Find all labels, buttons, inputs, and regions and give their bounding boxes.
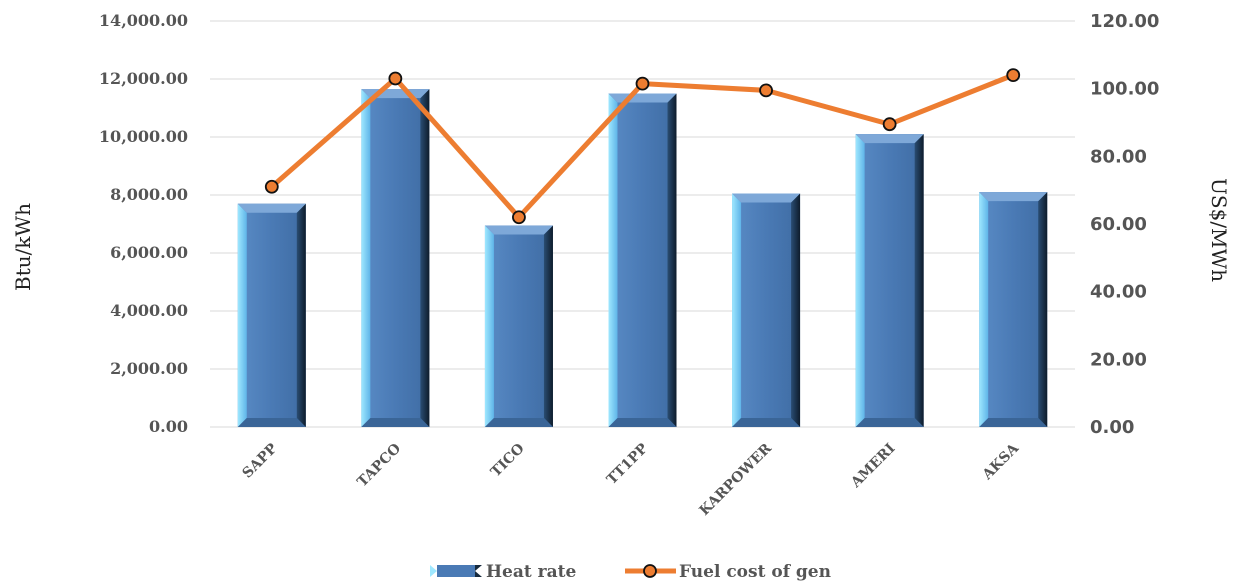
- y2-tick-label: 0.00: [1090, 417, 1134, 438]
- category-label: TT1PP: [604, 440, 652, 488]
- y-tick-label: 0.00: [149, 417, 188, 436]
- bar-right-bevel: [667, 93, 677, 427]
- bar-right-bevel: [420, 89, 430, 428]
- y-tick-label: 6,000.00: [110, 243, 188, 262]
- y2-tick-label: 40.00: [1090, 282, 1147, 303]
- bar-face: [484, 225, 553, 427]
- bar-left-bevel: [608, 93, 618, 427]
- bar-ameri: [855, 134, 924, 427]
- y2-tick-label: 100.00: [1090, 79, 1159, 100]
- left-axis-ticks: 0.00 2,000.00 4,000.00 6,000.00 8,000.00 10,0…: [99, 11, 188, 436]
- category-label: AKSA: [979, 440, 1023, 484]
- category-labels: SAPP TAPCO TICO TT1PP KARPOWER AMERI AKSA: [240, 440, 1023, 519]
- bar-top-bevel: [237, 203, 306, 213]
- y-tick-label: 10,000.00: [99, 127, 188, 146]
- bar-face: [979, 192, 1048, 427]
- bar-right-bevel: [296, 203, 306, 427]
- bar-tapco: [361, 89, 430, 428]
- bar-top-bevel: [855, 134, 924, 144]
- legend-swatch-right: [475, 565, 482, 571]
- category-label: KARPOWER: [697, 440, 776, 519]
- legend-swatch-marker: [643, 564, 657, 578]
- bar-top-bevel: [979, 192, 1048, 202]
- y-tick-label: 12,000.00: [99, 69, 188, 88]
- bar-bottom-bevel: [979, 418, 1048, 427]
- bar-right-bevel: [1038, 192, 1048, 427]
- fuel-cost-point: [388, 71, 403, 86]
- y-tick-label: 2,000.00: [110, 359, 188, 378]
- bar-bottom-bevel: [732, 418, 801, 427]
- y-tick-label: 8,000.00: [110, 185, 188, 204]
- bar-left-bevel: [732, 193, 742, 427]
- legend-item-fuel-cost: Fuel cost of gen: [625, 562, 831, 582]
- bar-left-bevel: [979, 192, 989, 427]
- bar-left-bevel: [361, 89, 371, 428]
- bar-right-bevel: [914, 134, 924, 427]
- bar-tt1pp: [608, 93, 677, 427]
- fuel-cost-point: [882, 117, 897, 132]
- bar-right-bevel: [543, 225, 553, 427]
- legend-swatch-right: [475, 571, 482, 577]
- y-tick-label: 4,000.00: [110, 301, 188, 320]
- y-axis-title: Btu/kWh: [11, 203, 35, 291]
- legend-item-heat-rate: Heat rate: [430, 562, 576, 582]
- y2-tick-label: 20.00: [1090, 349, 1147, 370]
- bar-sapp: [237, 203, 306, 427]
- bar-bottom-bevel: [237, 418, 306, 427]
- fuel-cost-point: [1006, 68, 1021, 83]
- bar-face: [732, 193, 801, 427]
- bar-left-bevel: [237, 203, 247, 427]
- bar-face: [608, 93, 677, 427]
- bar-face: [237, 203, 306, 427]
- legend-label: Heat rate: [486, 562, 576, 582]
- y2-tick-label: 80.00: [1090, 146, 1147, 167]
- bar-right-bevel: [791, 193, 801, 427]
- legend: Heat rate Fuel cost of gen: [430, 562, 831, 582]
- fuel-cost-point: [759, 83, 773, 98]
- bar-top-bevel: [732, 193, 801, 203]
- fuel-cost-point: [512, 210, 526, 225]
- category-label: SAPP: [240, 440, 281, 481]
- bar-top-bevel: [608, 93, 677, 103]
- fuel-cost-point: [264, 179, 279, 194]
- bar-bottom-bevel: [608, 418, 677, 427]
- y2-tick-label: 60.00: [1090, 214, 1147, 235]
- right-axis-ticks: 0.00 20.00 40.00 60.00 80.00 100.00 120.00: [1090, 11, 1159, 438]
- heat-rate-bars: [237, 89, 1048, 428]
- bar-bottom-bevel: [855, 418, 924, 427]
- fuel-cost-line: [264, 68, 1021, 225]
- legend-swatch-left: [430, 565, 437, 577]
- bar-left-bevel: [855, 134, 865, 427]
- bar-karpower: [732, 193, 801, 427]
- bar-bottom-bevel: [484, 418, 553, 427]
- bar-face: [855, 134, 924, 427]
- bar-aksa: [979, 192, 1048, 427]
- category-label: TICO: [488, 441, 528, 481]
- y2-axis-title: US$/MWh: [1207, 178, 1231, 282]
- bar-face: [361, 89, 430, 428]
- legend-label: Fuel cost of gen: [679, 562, 831, 582]
- bar-left-bevel: [484, 225, 494, 427]
- legend-swatch-bar: [437, 565, 475, 577]
- y2-tick-label: 120.00: [1090, 11, 1159, 32]
- category-label: AMERI: [847, 441, 898, 492]
- fuel-cost-point: [635, 76, 650, 91]
- bar-bottom-bevel: [361, 418, 430, 427]
- bar-tico: [484, 225, 553, 427]
- bar-top-bevel: [484, 225, 553, 235]
- y-tick-label: 14,000.00: [99, 11, 188, 30]
- category-label: TAPCO: [354, 441, 404, 491]
